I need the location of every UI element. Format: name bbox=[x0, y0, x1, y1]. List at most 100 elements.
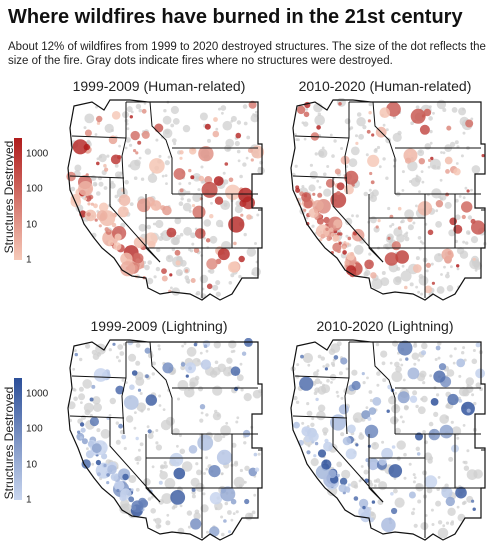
fire-dot-no-structures bbox=[352, 412, 364, 423]
fire-dot-structures-destroyed bbox=[361, 372, 365, 376]
fire-dot-no-structures bbox=[84, 113, 95, 124]
fire-dot-no-structures bbox=[432, 164, 437, 169]
fire-dot-no-structures bbox=[135, 343, 141, 348]
fire-dot-structures-destroyed bbox=[205, 238, 211, 243]
fire-dot-no-structures bbox=[125, 381, 128, 384]
fire-dot-no-structures bbox=[187, 190, 191, 194]
fire-dot-structures-destroyed bbox=[300, 354, 304, 359]
fire-dot-structures-destroyed bbox=[346, 489, 350, 493]
fire-dot-no-structures bbox=[147, 497, 152, 501]
fire-dot-no-structures bbox=[415, 404, 419, 409]
fire-dot-no-structures bbox=[92, 353, 100, 360]
fire-dot-structures-destroyed bbox=[333, 355, 339, 360]
fire-dot-no-structures bbox=[444, 201, 452, 209]
fire-dot-structures-destroyed bbox=[342, 245, 347, 250]
fire-dot-no-structures bbox=[254, 242, 257, 245]
fire-dot-structures-destroyed bbox=[449, 217, 457, 226]
fire-dot-structures-destroyed bbox=[97, 472, 101, 476]
fire-dot-structures-destroyed bbox=[416, 452, 421, 456]
fire-dot-no-structures bbox=[345, 367, 349, 371]
fire-dot-no-structures bbox=[397, 130, 402, 136]
fire-dot-no-structures bbox=[461, 351, 465, 355]
fire-dot-no-structures bbox=[381, 271, 386, 275]
fire-dot-no-structures bbox=[430, 262, 434, 266]
fire-dot-no-structures bbox=[418, 190, 421, 193]
fire-dot-structures-destroyed bbox=[456, 264, 460, 268]
fire-dot-structures-destroyed bbox=[329, 227, 334, 232]
fire-dot-no-structures bbox=[151, 465, 155, 469]
fire-dot-no-structures bbox=[138, 448, 141, 452]
fire-dot-no-structures bbox=[305, 216, 309, 220]
fire-dot-no-structures bbox=[421, 395, 428, 403]
fire-dot-structures-destroyed bbox=[123, 395, 139, 410]
fire-dot-structures-destroyed bbox=[333, 234, 340, 241]
fire-dot-no-structures bbox=[329, 133, 333, 137]
fire-dot-no-structures bbox=[331, 363, 336, 367]
fire-dot-structures-destroyed bbox=[330, 192, 347, 208]
fire-dot-no-structures bbox=[238, 274, 242, 279]
fire-dot-no-structures bbox=[222, 171, 226, 175]
fire-dot-no-structures bbox=[144, 148, 152, 155]
fire-dot-structures-destroyed bbox=[197, 434, 214, 451]
fire-dot-no-structures bbox=[256, 213, 260, 217]
fire-dot-structures-destroyed bbox=[190, 518, 202, 530]
fire-dot-no-structures bbox=[340, 432, 345, 437]
fire-dot-no-structures bbox=[363, 469, 369, 475]
fire-dot-no-structures bbox=[451, 426, 462, 436]
fire-dot-no-structures bbox=[381, 440, 385, 444]
fire-dot-no-structures bbox=[355, 134, 358, 138]
fire-dot-structures-destroyed bbox=[91, 384, 96, 389]
fire-dot-structures-destroyed bbox=[323, 216, 330, 224]
fire-dot-no-structures bbox=[173, 503, 178, 509]
fire-dot-no-structures bbox=[434, 253, 444, 263]
fire-dot-no-structures bbox=[175, 234, 181, 240]
fire-dot-structures-destroyed bbox=[115, 385, 125, 395]
fire-dot-no-structures bbox=[232, 512, 236, 515]
fire-dot-no-structures bbox=[302, 352, 313, 364]
fire-dot-no-structures bbox=[232, 349, 236, 353]
fire-dot-structures-destroyed bbox=[83, 197, 88, 201]
fire-dot-no-structures bbox=[344, 118, 351, 125]
fire-dot-no-structures bbox=[179, 232, 184, 237]
fire-dot-no-structures bbox=[181, 461, 193, 472]
fire-dot-structures-destroyed bbox=[461, 214, 466, 220]
fire-dot-no-structures bbox=[420, 170, 424, 173]
fire-dot-structures-destroyed bbox=[188, 168, 192, 173]
fire-dot-structures-destroyed bbox=[466, 189, 470, 193]
fire-dot-structures-destroyed bbox=[439, 424, 454, 439]
state-boundary-line bbox=[109, 178, 161, 263]
fire-dot-structures-destroyed bbox=[407, 152, 412, 156]
fire-dot-no-structures bbox=[291, 172, 296, 177]
fire-dot-no-structures bbox=[187, 388, 191, 391]
fire-dot-no-structures bbox=[129, 143, 133, 147]
fire-dot-no-structures bbox=[384, 243, 392, 250]
fire-dot-no-structures bbox=[147, 173, 158, 183]
fire-dot-no-structures bbox=[436, 393, 440, 397]
fire-dot-structures-destroyed bbox=[408, 491, 416, 499]
fire-dot-no-structures bbox=[336, 461, 343, 468]
legend-lightning-tick-100: 100 bbox=[26, 423, 43, 435]
fire-dot-structures-destroyed bbox=[148, 240, 156, 249]
fire-dot-no-structures bbox=[396, 440, 406, 450]
fire-dot-structures-destroyed bbox=[346, 242, 350, 246]
fire-dot-structures-destroyed bbox=[317, 449, 327, 458]
fire-dot-no-structures bbox=[230, 273, 235, 278]
fire-dot-structures-destroyed bbox=[135, 436, 139, 441]
fire-dot-no-structures bbox=[118, 144, 121, 148]
fire-dot-structures-destroyed bbox=[137, 140, 142, 145]
fire-dot-no-structures bbox=[421, 241, 425, 245]
fire-dot-no-structures bbox=[109, 182, 116, 189]
fire-dot-no-structures bbox=[213, 341, 221, 349]
fire-dot-no-structures bbox=[214, 409, 218, 414]
fire-dot-no-structures bbox=[106, 154, 110, 158]
fire-dot-no-structures bbox=[431, 523, 435, 526]
fire-dot-no-structures bbox=[186, 198, 191, 203]
fire-dot-no-structures bbox=[189, 249, 194, 253]
fire-dot-structures-destroyed bbox=[101, 453, 108, 460]
fire-dot-no-structures bbox=[349, 126, 354, 130]
fire-dot-no-structures bbox=[437, 527, 449, 539]
fire-dot-structures-destroyed bbox=[369, 171, 373, 176]
fire-dot-structures-destroyed bbox=[188, 366, 192, 371]
fire-dot-no-structures bbox=[462, 196, 466, 200]
fire-dot-no-structures bbox=[426, 487, 433, 494]
